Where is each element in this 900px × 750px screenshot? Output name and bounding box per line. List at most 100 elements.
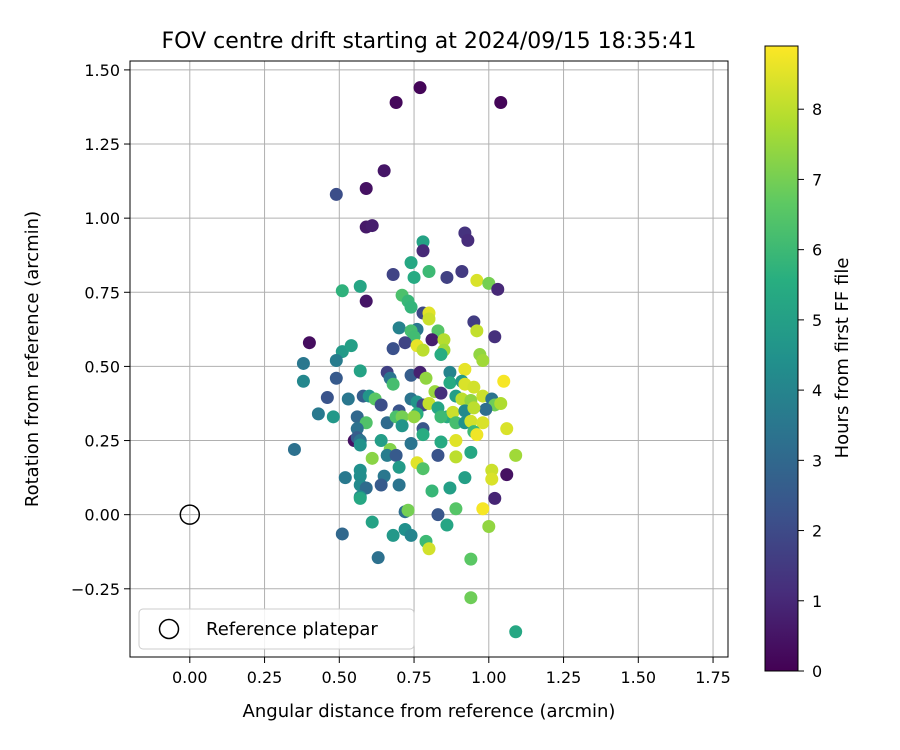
scatter-point: [377, 164, 391, 178]
scatter-point: [296, 356, 310, 370]
scatter-point: [392, 460, 406, 474]
scatter-point: [320, 391, 334, 405]
legend: Reference platepar: [138, 608, 415, 650]
scatter-point: [464, 552, 478, 566]
scatter-point: [497, 374, 511, 388]
scatter-point: [467, 380, 481, 394]
x-tick-label: 0.50: [321, 668, 357, 687]
scatter-point: [386, 528, 400, 542]
plot-area: 0.00 0.25 0.50 0.75 1.00 1.25 1.50 1.75 −0.25 0.…: [71, 60, 731, 687]
scatter-point: [416, 428, 430, 442]
scatter-point: [449, 434, 463, 448]
colorbar-tick-label: 4: [812, 381, 822, 400]
colorbar-tick-label: 8: [812, 100, 822, 119]
scatter-point: [374, 398, 388, 412]
scatter-point: [431, 448, 445, 462]
scatter-point: [458, 471, 472, 485]
scatter-point: [425, 484, 439, 498]
x-tick-label: 0.00: [172, 668, 208, 687]
y-tick-label: 1.25: [84, 135, 120, 154]
colorbar-tick-label: 5: [812, 311, 822, 330]
scatter-point: [488, 491, 502, 505]
scatter-point: [434, 435, 448, 449]
scatter-point: [470, 273, 484, 287]
scatter-point: [353, 491, 367, 505]
colorbar-ticks: 0 1 2 3 4 5 6 7 8: [798, 100, 822, 681]
scatter-point: [365, 515, 379, 529]
scatter-point: [374, 434, 388, 448]
scatter-point: [446, 405, 460, 419]
scatter-point: [434, 348, 448, 362]
scatter-point: [392, 478, 406, 492]
scatter-point: [443, 481, 457, 495]
x-tick-label: 0.25: [247, 668, 283, 687]
scatter-point: [386, 377, 400, 391]
colorbar-label: Hours from first FF file: [832, 258, 853, 459]
y-tick-label: 0.00: [84, 506, 120, 525]
scatter-point: [407, 410, 421, 424]
scatter-point: [464, 591, 478, 605]
chart-title: FOV centre drift starting at 2024/09/15 …: [162, 29, 697, 54]
scatter-point: [500, 468, 514, 482]
scatter-point: [353, 469, 367, 483]
x-axis-label: Angular distance from reference (arcmin): [243, 701, 616, 722]
scatter-point: [404, 437, 418, 451]
colorbar-tick-label: 3: [812, 451, 822, 470]
x-tick-label: 1.00: [471, 668, 507, 687]
scatter-point: [476, 416, 490, 430]
scatter-point: [296, 374, 310, 388]
colorbar: 0 1 2 3 4 5 6 7 8 Hours from first FF file: [764, 45, 853, 681]
scatter-point: [449, 450, 463, 464]
scatter-point: [416, 235, 430, 249]
scatter-point: [341, 392, 355, 406]
scatter-point: [443, 365, 457, 379]
scatter-point: [509, 448, 523, 462]
scatter-point: [380, 448, 394, 462]
x-tick-label: 1.75: [695, 668, 731, 687]
scatter-point: [395, 419, 409, 433]
scatter-point: [413, 81, 427, 95]
scatter-point: [404, 528, 418, 542]
scatter-point: [494, 396, 508, 410]
legend-marker-circle: [158, 618, 180, 640]
colorbar-tick-label: 2: [812, 522, 822, 541]
scatter-point: [395, 410, 409, 424]
scatter-point: [434, 410, 448, 424]
legend-label-reference-platepar: Reference platepar: [206, 619, 378, 640]
y-tick-label: 0.25: [84, 432, 120, 451]
scatter-point: [365, 451, 379, 465]
scatter-point: [311, 407, 325, 421]
scatter-point: [353, 438, 367, 452]
scatter-point: [359, 294, 373, 308]
scatter-point: [434, 386, 448, 400]
y-tick-label: −0.25: [71, 580, 120, 599]
scatter-point: [416, 462, 430, 476]
scatter-point: [449, 416, 463, 430]
scatter-point: [461, 233, 475, 247]
scatter-point: [374, 478, 388, 492]
scatter-point: [464, 414, 478, 428]
legend-box: [138, 608, 415, 650]
scatter-point: [458, 362, 472, 376]
reference-marker: [179, 504, 201, 525]
scatter-point: [407, 270, 421, 284]
scatter-point: [326, 410, 340, 424]
scatter-point: [479, 402, 493, 416]
x-tick-label: 1.50: [620, 668, 656, 687]
scatter-point: [371, 551, 385, 565]
scatter-point: [464, 445, 478, 459]
scatter-point: [476, 502, 490, 516]
scatter-point: [335, 527, 349, 541]
scatter-point: [344, 339, 358, 353]
scatter-point: [422, 542, 436, 556]
colorbar-tick-label: 6: [812, 241, 822, 260]
scatter-point: [467, 401, 481, 415]
scatter-point: [485, 472, 499, 486]
scatter-point: [440, 270, 454, 284]
scatter-point: [416, 343, 430, 357]
scatter-point: [359, 182, 373, 196]
scatter-points: [287, 81, 523, 639]
scatter-point: [386, 342, 400, 356]
colorbar-tick-label: 0: [812, 662, 822, 681]
